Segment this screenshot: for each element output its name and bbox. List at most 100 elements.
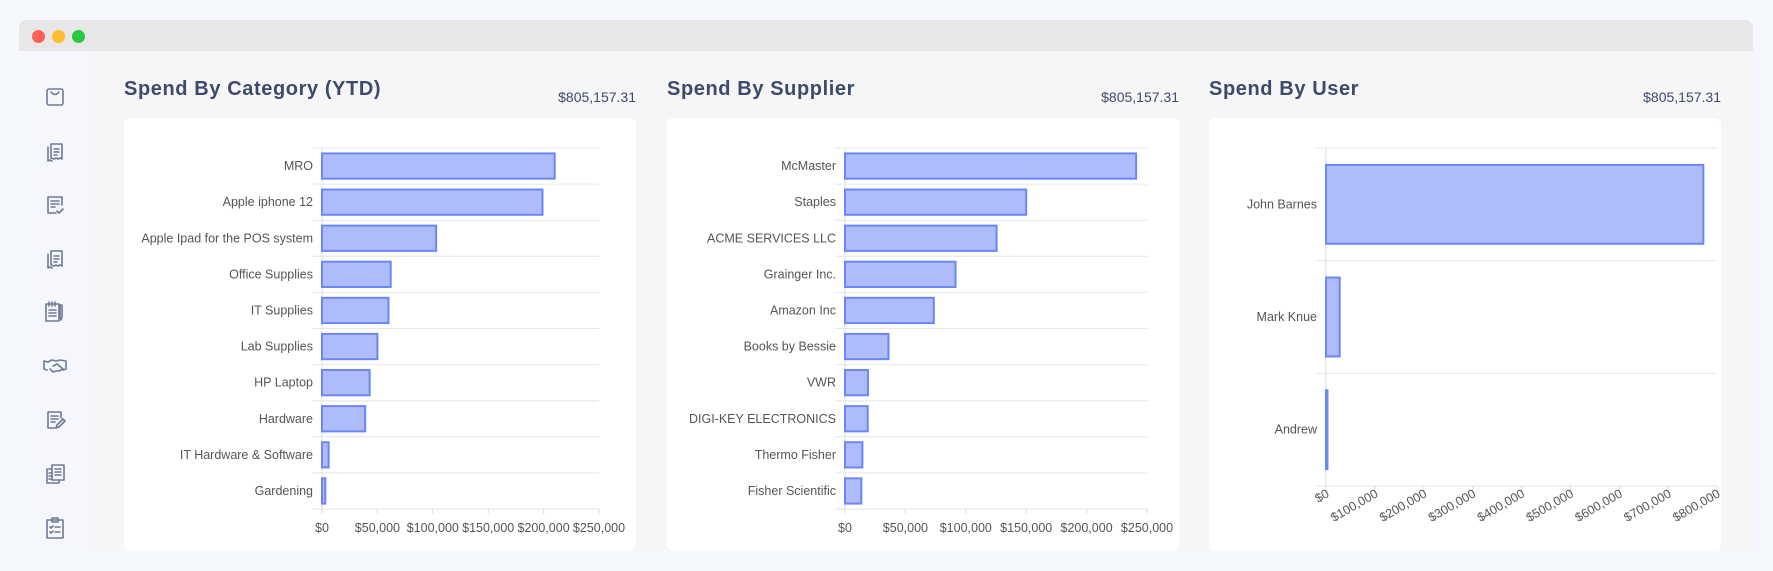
bar[interactable] — [321, 441, 330, 469]
receipts-icon — [47, 250, 63, 269]
tick-label: $200,000 — [1377, 486, 1429, 524]
category-label: Andrew — [1275, 423, 1318, 437]
sidebar — [19, 51, 93, 551]
bar[interactable] — [321, 152, 556, 180]
bar[interactable] — [321, 188, 544, 216]
sidebar-item-7[interactable] — [42, 407, 68, 433]
chart-card-category: MRO Apple iphone 12 Apple Ipad for the POS… — [124, 118, 636, 551]
bar[interactable] — [321, 296, 390, 325]
category-label: IT Hardware & Software — [180, 448, 313, 462]
bar[interactable] — [844, 260, 957, 288]
panel-title-category: Spend By Category (YTD) — [124, 78, 382, 100]
close-button[interactable] — [32, 30, 45, 43]
maximize-button[interactable] — [72, 30, 85, 43]
panel-total-user: $805,157.31 — [1643, 89, 1721, 105]
category-label: Apple iphone 12 — [223, 195, 313, 209]
sidebar-item-2[interactable] — [42, 139, 68, 165]
category-label: MRO — [284, 159, 313, 173]
bar[interactable] — [1325, 163, 1705, 245]
tick-label: $500,000 — [1524, 486, 1576, 524]
tick-label: $400,000 — [1475, 486, 1527, 524]
bar[interactable] — [321, 477, 327, 505]
bar[interactable] — [844, 369, 869, 397]
category-label: Lab Supplies — [241, 340, 313, 354]
panel-total-supplier: $805,157.31 — [1101, 89, 1179, 105]
sidebar-item-9[interactable] — [42, 515, 68, 541]
category-label: Books by Bessie — [744, 340, 836, 354]
documents-icon — [46, 464, 65, 484]
sidebar-item-1[interactable] — [42, 84, 68, 110]
sidebar-item-4[interactable] — [42, 246, 68, 272]
category-label: Hardware — [259, 412, 313, 426]
bar[interactable] — [844, 188, 1028, 216]
sidebar-item-6[interactable] — [42, 353, 68, 379]
tick-label: $0 — [315, 521, 329, 535]
tick-label: $150,000 — [1000, 521, 1052, 535]
category-label: VWR — [807, 376, 836, 390]
tick-label: $50,000 — [883, 521, 928, 535]
bar[interactable] — [321, 369, 371, 397]
category-label: Fisher Scientific — [748, 484, 836, 498]
bar[interactable] — [844, 296, 935, 325]
panel-title-user: Spend By User — [1209, 78, 1360, 100]
spend-by-user-chart: John Barnes Mark Knue Andrew $0$100,000$200… — [1247, 147, 1721, 525]
handshake-icon — [43, 359, 67, 373]
tick-label: $200,000 — [1061, 521, 1113, 535]
category-label: HP Laptop — [254, 376, 313, 390]
category-label: Staples — [794, 195, 836, 209]
category-label: ACME SERVICES LLC — [707, 231, 836, 245]
spend-by-supplier-chart: McMaster Staples ACME SERVICES LLC Grainger… — [689, 147, 1173, 535]
app-window: Spend By Category (YTD) $805,157.31 MRO A… — [19, 20, 1753, 551]
minimize-button[interactable] — [52, 30, 65, 43]
document-edit-icon — [47, 411, 66, 429]
category-label: DIGI-KEY ELECTRONICS — [689, 412, 836, 426]
tick-label: $700,000 — [1621, 486, 1673, 524]
sidebar-item-5[interactable] — [42, 299, 68, 325]
bar[interactable] — [844, 152, 1138, 180]
category-label: McMaster — [781, 159, 836, 173]
bar[interactable] — [844, 441, 864, 469]
bar[interactable] — [321, 405, 367, 433]
tick-label: $600,000 — [1573, 486, 1625, 524]
sidebar-item-8[interactable] — [42, 461, 68, 487]
category-label: Thermo Fisher — [755, 448, 836, 462]
bar[interactable] — [321, 224, 438, 252]
bar[interactable] — [844, 405, 869, 433]
category-label: IT Supplies — [251, 303, 313, 317]
spend-by-category-chart: MRO Apple iphone 12 Apple Ipad for the POS… — [141, 147, 625, 535]
panel-total-category: $805,157.31 — [558, 89, 636, 105]
document-check-icon — [47, 196, 64, 214]
sidebar-item-3[interactable] — [42, 192, 68, 218]
tick-label: $200,000 — [518, 521, 570, 535]
bar[interactable] — [844, 477, 863, 505]
tick-label: $50,000 — [355, 521, 400, 535]
chart-card-supplier: McMaster Staples ACME SERVICES LLC Grainger… — [667, 118, 1179, 551]
category-label: Apple Ipad for the POS system — [141, 231, 313, 245]
category-label: Office Supplies — [229, 267, 313, 281]
tick-label: $300,000 — [1426, 486, 1478, 524]
tick-label: $100,000 — [1328, 486, 1380, 524]
clipboard-checklist-icon — [46, 517, 64, 539]
tick-label: $100,000 — [407, 521, 459, 535]
bar[interactable] — [844, 332, 890, 361]
tick-label: $150,000 — [462, 521, 514, 535]
category-label: Amazon Inc — [770, 303, 836, 317]
chart-card-user: John Barnes Mark Knue Andrew $0 $100,000 $200… — [1209, 118, 1721, 551]
title-bar — [19, 20, 1753, 51]
panel-title-supplier: Spend By Supplier — [667, 78, 856, 100]
tick-label: $800,000 — [1670, 486, 1721, 524]
bar[interactable] — [1325, 389, 1329, 471]
notepad-pencil-icon — [45, 301, 63, 322]
receipts-icon — [47, 143, 63, 162]
bar[interactable] — [321, 332, 379, 361]
bar[interactable] — [321, 260, 392, 288]
tick-label: $250,000 — [1121, 521, 1173, 535]
bar[interactable] — [844, 224, 998, 252]
tick-label: $0 — [1312, 486, 1331, 505]
tick-label: $0 — [838, 521, 852, 535]
category-label: Grainger Inc. — [764, 267, 836, 281]
tick-label: $100,000 — [940, 521, 992, 535]
bar[interactable] — [1325, 276, 1341, 358]
category-label: John Barnes — [1247, 197, 1317, 211]
shopping-bag-icon — [46, 88, 64, 106]
